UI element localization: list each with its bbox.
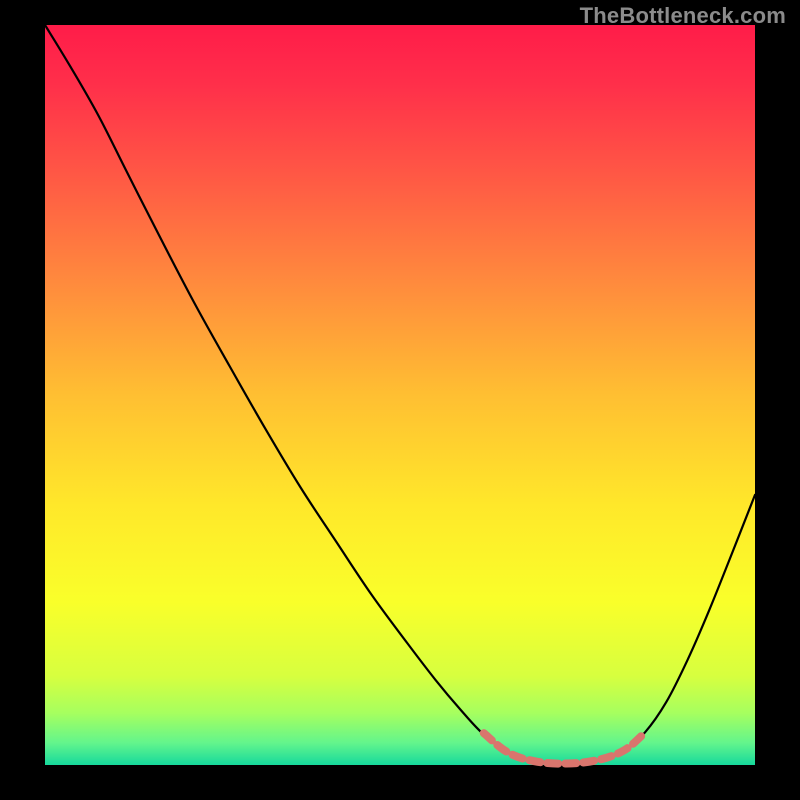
chart-stage: TheBottleneck.com: [0, 0, 800, 800]
watermark-text: TheBottleneck.com: [580, 3, 786, 29]
bottleneck-curve-chart: [0, 0, 800, 800]
plot-area-gradient: [45, 25, 755, 765]
